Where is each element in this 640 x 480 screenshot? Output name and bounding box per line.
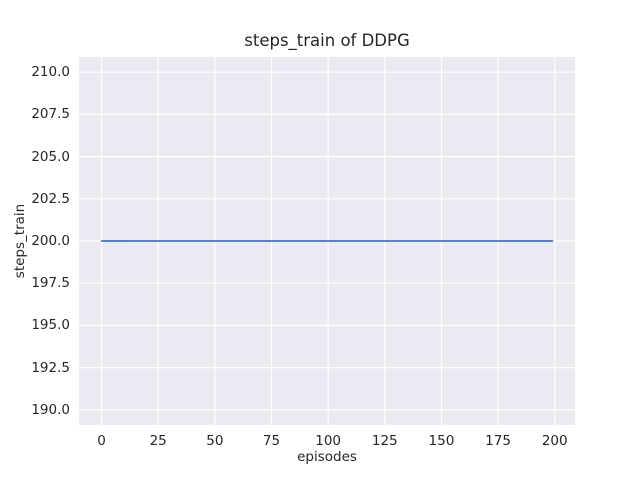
y-tick-label: 197.5 xyxy=(31,275,70,292)
x-tick-label: 175 xyxy=(485,433,511,449)
y-tick-label: 195.0 xyxy=(31,317,70,334)
y-tick-label: 190.0 xyxy=(31,401,70,418)
x-tick-label: 100 xyxy=(315,433,342,449)
x-tick-label: 200 xyxy=(541,433,568,449)
x-tick-label: 125 xyxy=(371,433,398,449)
y-tick-label: 202.5 xyxy=(31,190,70,207)
plot-area xyxy=(79,57,575,425)
y-tick-label: 207.5 xyxy=(31,106,70,123)
x-tick-label: 25 xyxy=(149,433,167,449)
chart-title: steps_train of DDPG xyxy=(244,31,410,50)
x-tick-label: 150 xyxy=(428,433,455,449)
y-tick-label: 210.0 xyxy=(31,64,70,81)
x-tick-label: 0 xyxy=(97,433,106,449)
y-tick-label: 205.0 xyxy=(31,148,70,165)
line-chart-canvas xyxy=(79,57,575,425)
x-tick-label: 75 xyxy=(262,433,281,449)
x-axis-label: episodes xyxy=(297,449,357,465)
y-tick-label: 200.0 xyxy=(31,233,70,249)
x-tick-label: 50 xyxy=(206,433,224,449)
y-tick-label: 192.5 xyxy=(31,359,70,376)
